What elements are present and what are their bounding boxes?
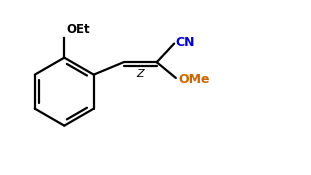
Text: OEt: OEt: [66, 23, 90, 36]
Text: Z: Z: [136, 69, 144, 79]
Text: OMe: OMe: [178, 73, 210, 86]
Text: CN: CN: [176, 36, 195, 49]
